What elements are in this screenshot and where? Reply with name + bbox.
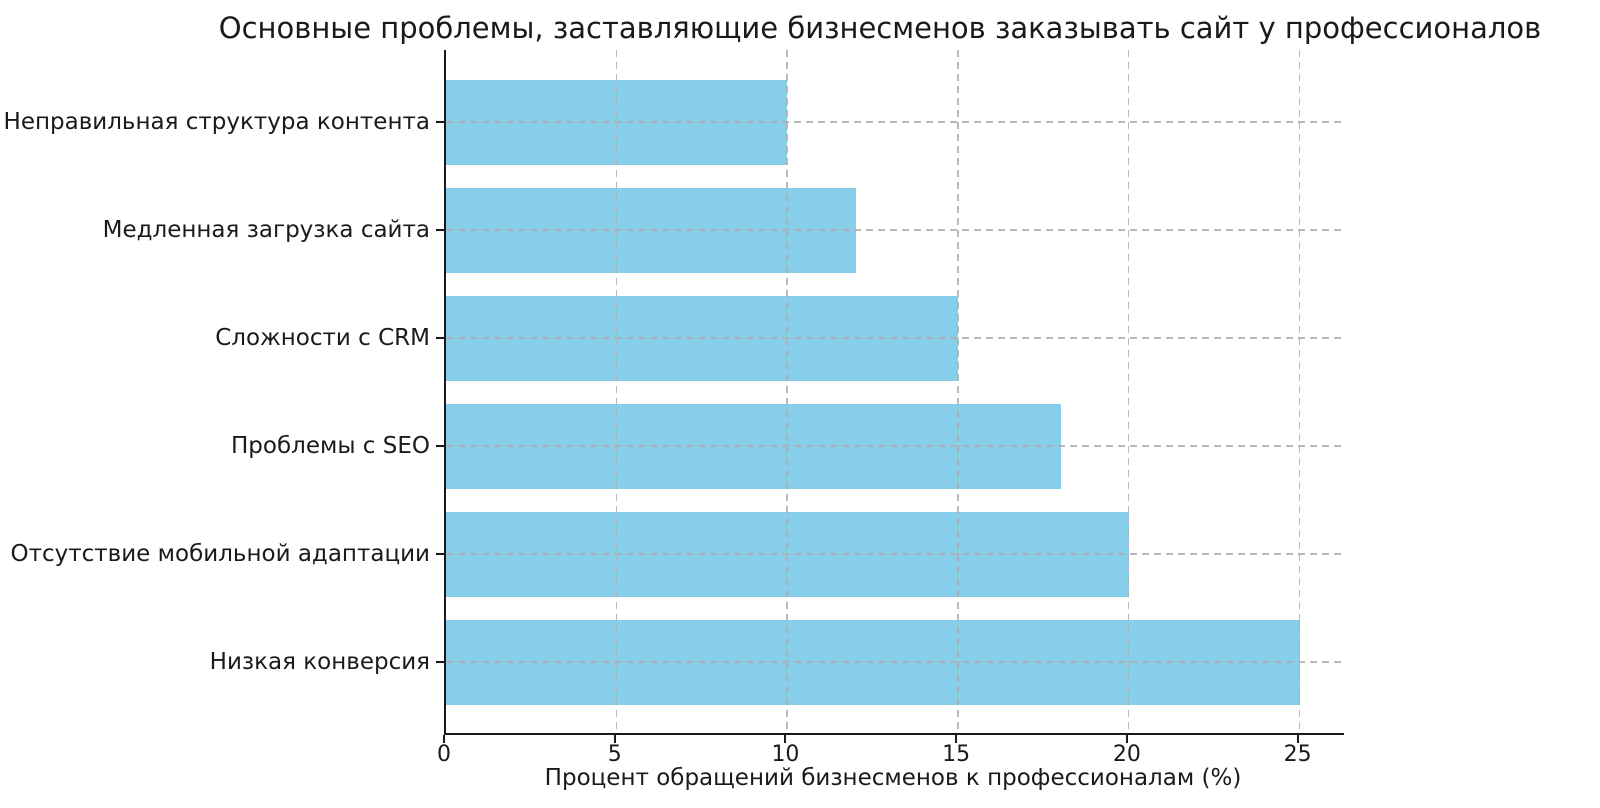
y-tick-mark-6 xyxy=(436,661,444,663)
y-gridline-3 xyxy=(446,337,1344,339)
y-tick-mark-4 xyxy=(436,445,444,447)
x-gridline-15 xyxy=(957,50,959,733)
x-axis-label: Процент обращений бизнесменов к професси… xyxy=(544,765,1242,791)
y-tick-mark-2 xyxy=(436,229,444,231)
y-tick-label-1: Неправильная структура контента xyxy=(3,109,430,135)
chart-title: Основные проблемы, заставляющие бизнесме… xyxy=(218,11,1542,45)
y-gridline-4 xyxy=(446,445,1344,447)
x-tick-label-0: 0 xyxy=(437,742,451,767)
y-tick-mark-5 xyxy=(436,553,444,555)
y-gridline-1 xyxy=(446,121,1344,123)
y-gridline-6 xyxy=(446,661,1344,663)
x-tick-label-5: 5 xyxy=(607,742,622,767)
x-gridline-20 xyxy=(1127,50,1130,733)
x-tick-mark-25 xyxy=(1296,735,1299,743)
x-tick-mark-15 xyxy=(955,735,958,743)
x-tick-label-10: 10 xyxy=(771,742,800,767)
y-tick-label-6: Низкая конверсия xyxy=(209,649,430,675)
x-tick-label-15: 15 xyxy=(942,742,971,767)
x-gridline-10 xyxy=(786,50,789,733)
x-gridline-5 xyxy=(615,50,618,733)
y-tick-label-2: Медленная загрузка сайта xyxy=(102,217,430,243)
y-gridline-5 xyxy=(446,553,1344,555)
y-tick-label-4: Проблемы с SEO xyxy=(230,433,430,459)
y-tick-mark-1 xyxy=(436,121,444,123)
x-tick-mark-0 xyxy=(443,735,445,743)
x-tick-mark-20 xyxy=(1125,735,1128,743)
y-gridline-2 xyxy=(446,229,1344,231)
y-tick-label-5: Отсутствие мобильной адаптации xyxy=(10,541,430,567)
y-tick-mark-3 xyxy=(436,337,444,339)
plot-area xyxy=(444,50,1344,735)
y-tick-label-3: Сложности с CRM xyxy=(215,325,430,351)
x-tick-mark-10 xyxy=(784,735,787,743)
x-tick-label-25: 25 xyxy=(1283,742,1312,767)
x-tick-label-20: 20 xyxy=(1112,742,1141,767)
x-gridline-25 xyxy=(1298,50,1301,733)
x-tick-mark-5 xyxy=(613,735,616,743)
